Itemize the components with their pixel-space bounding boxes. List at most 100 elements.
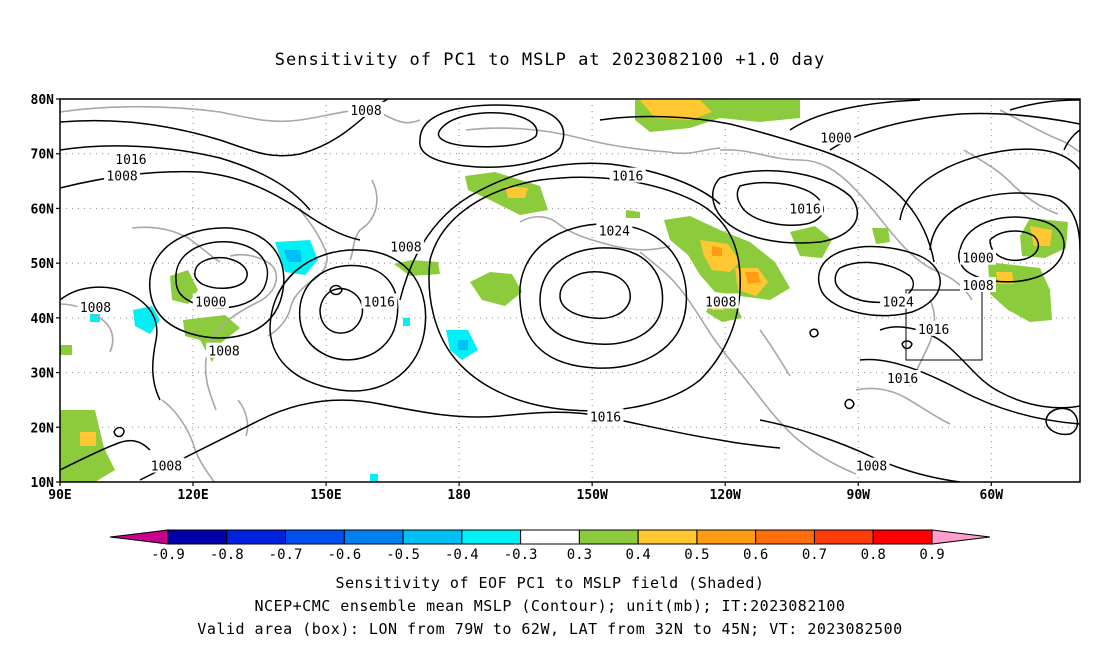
lon-tick-label: 150W (577, 488, 608, 503)
caption-line-2: NCEP+CMC ensemble mean MSLP (Contour); u… (254, 597, 846, 615)
svg-text:1000: 1000 (962, 252, 993, 267)
colorbar-label: -0.7 (269, 547, 303, 563)
svg-text:1016: 1016 (918, 323, 949, 338)
contour-label: 1008 (702, 293, 739, 310)
svg-text:1016: 1016 (115, 153, 146, 168)
lat-tick-label: 30N (31, 367, 55, 382)
lon-tick-label: 90E (48, 488, 71, 503)
colorbar-box (343, 529, 404, 545)
map-title: Sensitivity of PC1 to MSLP at 2023082100… (274, 50, 826, 70)
colorbar-box (637, 529, 698, 545)
lat-tick-label: 50N (31, 257, 55, 272)
longitude-axis: 90E 120E 150E 180 150W 120W 90W 60W (48, 482, 1003, 503)
svg-text:1016: 1016 (364, 295, 395, 310)
contour-label: 1016 (609, 167, 646, 185)
colorbar-label: -0.9 (151, 547, 185, 563)
colorbar-box (872, 529, 933, 545)
colorbar-box (696, 529, 757, 545)
svg-text:1008: 1008 (350, 104, 381, 119)
contour-label: 1000 (192, 293, 229, 310)
svg-text:1000: 1000 (820, 131, 851, 146)
contour-label: 1008 (148, 457, 185, 475)
lat-tick-label: 10N (31, 476, 55, 491)
svg-text:1016: 1016 (887, 372, 918, 387)
colorbar-label: -0.4 (445, 547, 479, 563)
contour-label: 1000 (960, 249, 996, 267)
contour-label: 1016 (112, 151, 149, 168)
colorbar-label: -0.3 (504, 547, 538, 563)
colorbar-label: 0.6 (743, 547, 768, 563)
colorbar-label: 0.8 (861, 547, 886, 563)
svg-text:1008: 1008 (705, 295, 736, 310)
contour-label: 1008 (853, 457, 890, 475)
contour-label: 1008 (960, 277, 996, 294)
colorbar-label: -0.8 (210, 547, 244, 563)
lat-tick-label: 70N (31, 148, 55, 163)
colorbar-label: -0.6 (327, 547, 361, 563)
colorbar-box (461, 529, 522, 545)
contour-label: 1016 (787, 200, 824, 217)
lat-tick-label: 80N (31, 93, 55, 108)
svg-text:1000: 1000 (195, 295, 226, 310)
colorbar-label: 0.5 (684, 547, 709, 563)
lat-tick-label: 60N (31, 202, 55, 217)
caption-line-3: Valid area (box): LON from 79W to 62W, L… (197, 620, 903, 638)
svg-text:1016: 1016 (612, 170, 643, 185)
lon-tick-label: 150E (310, 488, 341, 503)
colorbar-label: 0.9 (919, 547, 944, 563)
colorbar-box (578, 529, 639, 545)
lon-tick-label: 180 (447, 488, 471, 503)
svg-text:1008: 1008 (80, 301, 111, 316)
latitude-axis: 80N 70N 60N 50N 40N 30N 20N 10N (31, 93, 60, 491)
contour-label: 1016 (587, 408, 624, 425)
svg-text:1008: 1008 (962, 279, 993, 294)
contour-label: 1000 (818, 129, 855, 146)
contour-label: 1008 (387, 238, 424, 256)
colorbar-label: 0.7 (802, 547, 827, 563)
plot-frame (59, 98, 1081, 483)
svg-text:1008: 1008 (106, 170, 137, 185)
svg-text:1008: 1008 (208, 345, 239, 360)
svg-text:1016: 1016 (590, 410, 621, 425)
colorbar-box (755, 529, 815, 545)
colorbar-box (402, 529, 463, 545)
contour-labels: 1008 1016 1008 1016 1016 1000 1024 1008 1000 1008… (77, 101, 996, 475)
colorbar-box (226, 529, 287, 545)
mslp-contours (60, 99, 1080, 482)
lon-tick-label: 90W (847, 488, 871, 503)
svg-text:1008: 1008 (151, 460, 182, 475)
gridlines (60, 99, 1080, 482)
contour-label: 1008 (77, 298, 114, 316)
contour-label: 1016 (361, 293, 398, 310)
svg-text:1008: 1008 (390, 241, 421, 256)
svg-text:1008: 1008 (856, 460, 887, 475)
valid-area-box (905, 289, 983, 361)
colorbar-right-arrow (931, 529, 991, 545)
caption-line-1: Sensitivity of EOF PC1 to MSLP field (Sh… (335, 574, 765, 592)
lon-tick-label: 120E (177, 488, 208, 503)
colorbar-label: -0.5 (386, 547, 420, 563)
lat-tick-label: 40N (31, 312, 55, 327)
svg-text:1024: 1024 (599, 224, 630, 239)
contour-label: 1016 (915, 320, 952, 338)
lon-tick-label: 60W (980, 488, 1004, 503)
contour-label: 1024 (596, 222, 633, 239)
colorbar-box (520, 529, 580, 545)
colorbar-box (813, 529, 874, 545)
lat-tick-label: 20N (31, 421, 55, 436)
colorbar-box (285, 529, 345, 545)
colorbar-label: 0.3 (567, 547, 592, 563)
svg-text:1016: 1016 (789, 202, 820, 217)
svg-text:1024: 1024 (883, 295, 914, 310)
colorbar-box (167, 529, 228, 545)
colorbar-left-arrow (109, 529, 169, 545)
sensitivity-map: 1008 1016 1008 1016 1016 1000 1024 1008 1000 1008… (31, 93, 1081, 563)
contour-label: 1008 (206, 342, 243, 360)
contour-label: 1008 (104, 167, 141, 185)
contour-label: 1016 (884, 370, 921, 387)
lon-tick-label: 120W (710, 488, 741, 503)
contour-label: 1008 (348, 101, 384, 119)
colorbar-label: 0.4 (626, 547, 651, 563)
colorbar: -0.9 -0.8 -0.7 -0.6 -0.5 -0.4 -0.3 0.3 0.4 0.5 0.6… (109, 529, 991, 563)
contour-label: 1024 (880, 293, 917, 310)
